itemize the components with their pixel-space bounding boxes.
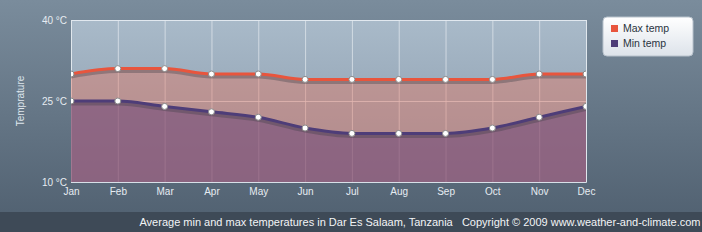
marker <box>162 103 168 109</box>
marker <box>71 71 74 77</box>
marker <box>255 114 261 120</box>
marker <box>208 71 214 77</box>
y-axis: 10 °C25 °C40 °C <box>42 15 586 188</box>
chart: 10 °C25 °C40 °CJanFebMarAprMayJunJulAugS… <box>0 0 702 232</box>
marker <box>396 76 402 82</box>
x-grid-line <box>586 20 587 182</box>
x-tick-label: Aug <box>390 186 408 197</box>
y-axis-line <box>72 21 587 183</box>
marker <box>536 71 542 77</box>
marker <box>349 76 355 82</box>
legend-box <box>603 17 693 56</box>
x-tick-label: Feb <box>110 186 128 197</box>
x-tick-label: Jan <box>63 186 79 197</box>
background <box>0 0 702 232</box>
marker <box>489 76 495 82</box>
x-axis: Jan Feb Mar Apr May Jun Jul Aug Sep Oct Nov Dec <box>63 20 595 197</box>
x-tick-label: Apr <box>204 186 220 197</box>
y-tick-label: 25 °C <box>42 96 67 107</box>
marker <box>208 109 214 115</box>
x-tick-label: May <box>249 186 268 197</box>
marker <box>583 103 586 109</box>
marker <box>583 71 586 77</box>
y-grid-line <box>71 20 586 21</box>
marker <box>302 125 308 131</box>
marker <box>162 66 168 72</box>
x-tick-label: Oct <box>485 186 501 197</box>
plot-background <box>71 20 586 182</box>
marker <box>396 130 402 136</box>
title: Average min and max temperatures in Dar … <box>139 216 700 228</box>
marker <box>71 98 74 104</box>
y-axis-title: Temprature <box>15 75 26 126</box>
plot-area <box>71 66 586 182</box>
line <box>71 69 586 80</box>
marker <box>115 66 121 72</box>
legend-swatch <box>611 40 618 47</box>
marker <box>536 114 542 120</box>
legend-label: Max temp <box>623 22 669 34</box>
x-tick-label: Dec <box>578 186 596 197</box>
line <box>71 101 586 133</box>
x-tick-label: Jun <box>298 186 314 197</box>
footer-band <box>0 212 702 232</box>
legend-label: Min temp <box>623 37 666 49</box>
marker <box>115 98 121 104</box>
legend: Max temp Min temp <box>603 17 693 56</box>
marker <box>489 125 495 131</box>
marker <box>349 130 355 136</box>
area <box>71 101 586 182</box>
area <box>71 69 586 182</box>
marker <box>443 130 449 136</box>
marker <box>255 71 261 77</box>
y-tick-label: 40 °C <box>42 15 67 26</box>
x-tick-label: Jul <box>346 186 359 197</box>
x-tick-label: Nov <box>531 186 549 197</box>
marker <box>443 76 449 82</box>
x-axis-line <box>72 20 587 183</box>
legend-item: Min temp <box>611 37 666 49</box>
legend-item: Max temp <box>611 22 669 34</box>
y-tick: 40 °C <box>42 15 586 26</box>
x-tick-label: Mar <box>157 186 175 197</box>
marker <box>302 76 308 82</box>
x-tick-label: Sep <box>437 186 455 197</box>
legend-swatch <box>611 25 618 32</box>
